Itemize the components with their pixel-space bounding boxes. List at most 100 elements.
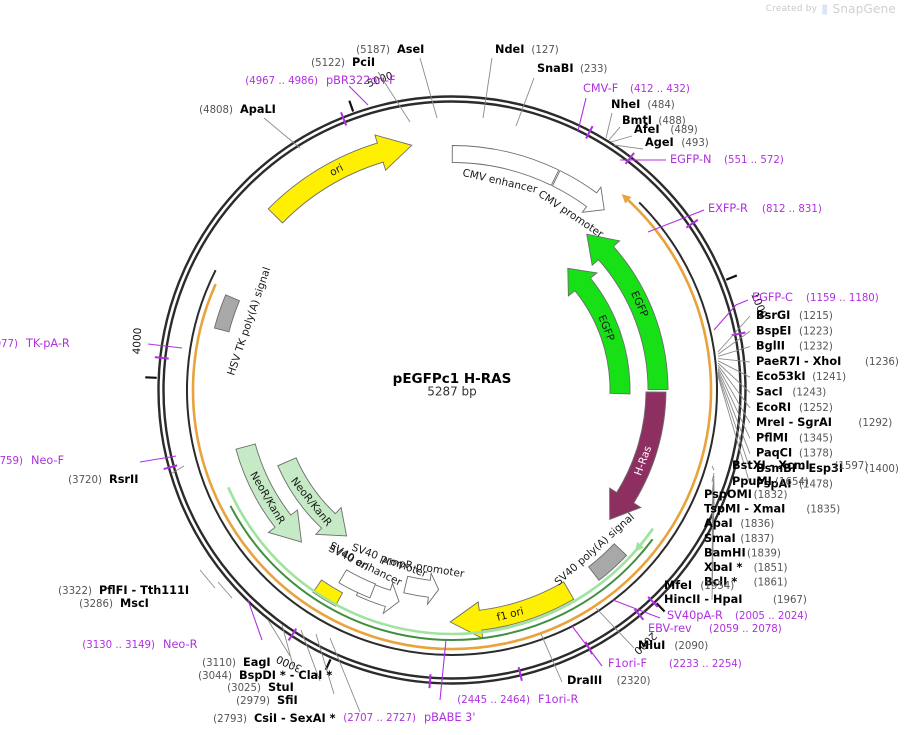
site-position: (2979) (236, 696, 270, 707)
site-position: (4808) (199, 105, 233, 116)
enzyme-name: EcoRI (756, 401, 791, 414)
site-position: (3286) (79, 599, 113, 610)
primer-name: EBV-rev (648, 622, 692, 635)
site-position: (3044) (198, 671, 232, 682)
enzyme-name: SfiI (277, 694, 298, 707)
leader-line (147, 343, 183, 349)
leader-line (482, 57, 493, 119)
site-position: (1292) (858, 418, 892, 429)
leader-line (605, 112, 613, 139)
watermark-brand: SnapGene (832, 2, 896, 16)
site-position: (1215) (799, 311, 833, 322)
enzyme-site-label: (5122) PciI (311, 56, 375, 69)
site-position: (1837) (740, 534, 774, 545)
leader-line (540, 633, 563, 683)
feature-sv40-poly-a-signal (588, 543, 628, 581)
enzyme-name: HincII - HpaI (664, 593, 742, 606)
site-position: (1378) (799, 449, 833, 460)
site-position: (1851) (754, 563, 788, 574)
site-position: (1967) (773, 595, 807, 606)
enzyme-name: PpuMI (732, 475, 772, 488)
primer-range: (2233 .. 2254) (669, 659, 742, 670)
enzyme-name: BsrGI (756, 309, 790, 322)
feature-cmv-promoter (551, 170, 605, 213)
site-position: (1832) (754, 490, 788, 501)
primer-name: EGFP-C (752, 291, 793, 304)
primer-label: (2707 .. 2727) pBABE 3' (343, 711, 475, 724)
leader-line (717, 373, 751, 470)
trace (229, 505, 654, 641)
feature-ampr-promoter (403, 571, 440, 606)
primer-label: F1ori-F (2233 .. 2254) (608, 657, 742, 670)
site-mark (731, 331, 746, 337)
primer-name: CMV-F (583, 82, 618, 95)
enzyme-name: MfeI (664, 579, 692, 592)
feature-sv40-enhancer (338, 569, 376, 599)
enzyme-name: StuI (268, 681, 294, 694)
leader-line (571, 625, 603, 667)
site-labels: (5187) AseI (5122) PciI (4967 .. 4986) pBR322… (0, 43, 899, 725)
primer-range: (412 .. 432) (630, 84, 690, 95)
site-mark (633, 608, 645, 621)
leader-line (711, 465, 715, 471)
site-position: (1236) (865, 357, 899, 368)
leader-line (577, 97, 587, 132)
primer-label: (4967 .. 4986) pBR322ori-F (245, 74, 395, 87)
site-position: (1478) (799, 479, 833, 490)
snapgene-watermark: Created by ▮ SnapGene (766, 2, 896, 16)
enzyme-name: NdeI (495, 43, 524, 56)
enzyme-name: AseI (397, 43, 424, 56)
leader-line (199, 569, 216, 589)
site-position: (2793) (213, 714, 247, 725)
leader-line (267, 619, 291, 657)
leader-line (419, 57, 438, 119)
feature-h-ras (609, 391, 667, 521)
enzyme-name: AfeI (634, 123, 660, 136)
enzyme-site-label: (3044) BspDI * - ClaI * (198, 669, 332, 682)
leader-line (717, 364, 751, 409)
site-position: (3322) (58, 586, 92, 597)
primer-name: TK-pA-R (25, 337, 70, 350)
feature-label-ori: ori (328, 162, 346, 179)
trace-arrowhead (621, 194, 632, 204)
enzyme-name: PaeR7I - XhoI (756, 355, 841, 368)
primer-name: Neo-F (31, 454, 64, 467)
site-position: (1400) (865, 464, 899, 475)
enzyme-site-label: BamHI (1839) (704, 546, 781, 559)
enzyme-site-label: PpuMI (1654) (732, 475, 809, 488)
site-position: (489) (670, 125, 697, 136)
enzyme-site-label: (3110) EagI (202, 656, 271, 669)
primer-range: (4058 .. 4077) (0, 339, 18, 350)
enzyme-site-label: (3720) RsrII (68, 473, 138, 486)
enzyme-site-label: BsrGI (1215) (756, 309, 833, 322)
leader-line (595, 607, 635, 649)
enzyme-site-label: SacI (1243) (756, 386, 826, 399)
enzyme-name: Eco53kI (756, 370, 806, 383)
primer-range: (2005 .. 2024) (735, 611, 808, 622)
enzyme-name: PaqCI (756, 447, 792, 460)
enzyme-name: XbaI * (704, 561, 743, 574)
enzyme-site-label: BstXI - XcmI (1597) (732, 459, 868, 472)
enzyme-name: DraIII (567, 674, 602, 687)
enzyme-site-label: (2793) CsiI - SexAI * (213, 712, 335, 725)
feature-egfp (586, 233, 669, 391)
site-position: (1223) (799, 326, 833, 337)
site-position: (3025) (227, 683, 261, 694)
site-position: (2320) (617, 676, 651, 687)
leader-line (717, 330, 751, 355)
site-position: (3720) (68, 475, 102, 486)
primer-label: (3130 .. 3149) Neo-R (82, 638, 197, 651)
enzyme-name: SnaBI (537, 62, 574, 75)
leader-line (711, 499, 715, 600)
primer-name: pBR322ori-F (326, 74, 396, 87)
feature-egfp (567, 267, 631, 395)
enzyme-site-label: PflMI (1345) (756, 431, 833, 444)
feature-cmv-enhancer (451, 145, 560, 186)
feature-label-hsv-tk-poly-a-signal: HSV TK poly(A) signal (225, 266, 273, 378)
enzyme-name: MreI - SgrAI (756, 416, 832, 429)
site-position: (1839) (747, 548, 781, 559)
primer-range: (812 .. 831) (762, 204, 822, 215)
primer-label: (3740 .. 3759) Neo-F (0, 454, 64, 467)
